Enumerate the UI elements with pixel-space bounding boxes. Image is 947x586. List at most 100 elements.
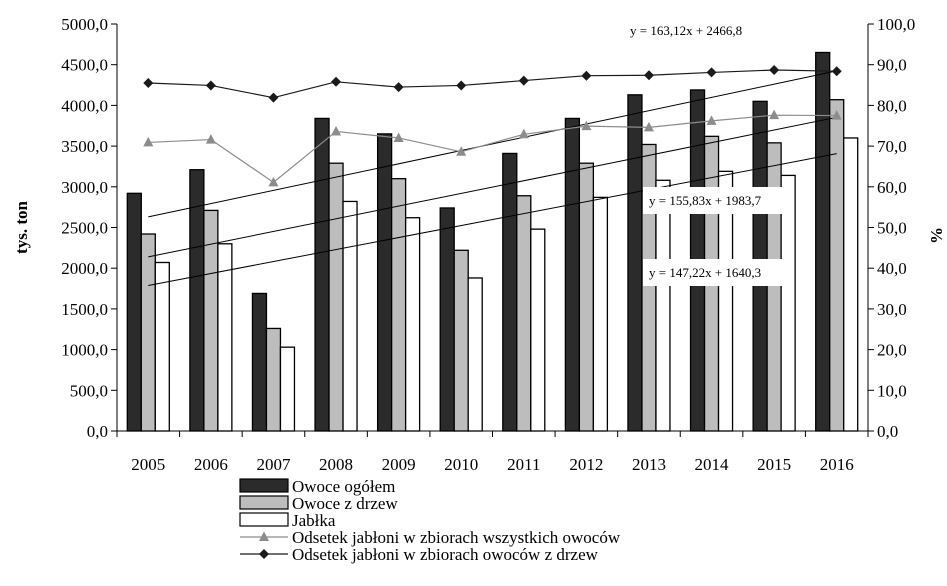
bar-3-2012 [592,196,609,432]
legend-label-4: Odsetek jabłoni w zbiorach wszystkich ow… [292,528,621,547]
y2-tick-label-3: 30,0 [877,300,907,319]
legend-marker-4 [259,531,269,541]
trendline-equation-1: y = 163,12x + 2466,8 [630,23,742,38]
legend-swatch-3 [239,512,289,527]
bar-2-2011 [516,195,532,432]
y2-axis-title: % [927,227,946,244]
y2-tick-label-0: 0,0 [877,422,898,441]
trendline-equation-2: y = 155,83x + 1983,7 [649,193,762,208]
trendline-1 [148,70,837,218]
legend-label-3: Jabłka [292,511,336,530]
y2-tick-label-10: 100,0 [877,15,915,34]
bar-1-2016 [815,51,831,432]
line-2-marker-2011 [518,75,529,86]
y-tick-label-7: 3500,0 [61,137,108,156]
line-1-marker-2005 [143,136,154,147]
x-tick-label-2007: 2007 [256,455,291,474]
x-tick-label-2016: 2016 [820,455,854,474]
legend-label-2: Owoce z drzew [292,494,398,513]
bar-3-2011 [530,228,546,432]
legend-marker-5 [259,549,269,559]
x-tick-label-2008: 2008 [319,455,353,474]
bar-1-2005 [126,192,142,432]
line-1-marker-2015 [769,109,780,120]
line-2-marker-2016 [831,66,842,77]
line-1-marker-2012 [581,120,592,131]
y-tick-label-4: 2000,0 [61,259,108,278]
equation-box-3 [643,259,791,286]
y-tick-label-9: 4500,0 [61,56,108,75]
bar-2-2016 [829,99,845,432]
line-2-marker-2012 [581,70,592,81]
line-1-marker-2016 [831,110,842,120]
line-1-marker-2008 [331,125,342,136]
bar-3-2013 [655,179,671,432]
percent-lines-layer [143,64,842,187]
bar-3-2007 [279,346,296,432]
line-1-marker-2010 [456,146,467,156]
bar-3-2009 [404,217,421,432]
x-tick-label-2014: 2014 [695,455,730,474]
line-1-marker-2009 [393,132,404,142]
line-2-marker-2010 [456,80,467,91]
y-tick-label-8: 4000,0 [61,96,108,115]
line-1-marker-2007 [268,176,279,187]
line-2-marker-2009 [393,82,404,93]
bar-1-2009 [376,133,393,432]
y-tick-label-5: 2500,0 [61,219,108,238]
bar-2-2015 [766,142,782,432]
line-2-marker-2007 [268,92,279,103]
bar-1-2006 [189,169,205,432]
y2-tick-label-9: 90,0 [877,56,907,75]
y2-tick-label-4: 40,0 [877,259,907,278]
y-tick-label-6: 3000,0 [61,178,108,197]
x-tick-label-2009: 2009 [382,455,416,474]
x-tick-label-2015: 2015 [757,455,791,474]
y2-tick-label-7: 70,0 [877,137,907,156]
legend-swatch-2 [239,495,289,510]
y-tick-label-0: 0,0 [87,422,108,441]
y2-tick-label-5: 50,0 [877,219,907,238]
trendlines-layer [148,70,837,286]
y2-tick-label-1: 10,0 [877,381,907,400]
line-1-marker-2013 [643,121,654,132]
bar-1-2011 [502,152,518,432]
bar-3-2010 [467,277,483,432]
y-tick-label-2: 1000,0 [61,341,108,360]
line-2-marker-2014 [706,67,717,78]
trendline-equation-3: y = 147,22x + 1640,3 [649,265,761,280]
x-tick-label-2006: 2006 [194,455,228,474]
bar-2-2008 [328,162,344,432]
line-series-2 [148,69,837,99]
equation-box-2 [643,187,791,214]
x-tick-label-2013: 2013 [632,455,666,474]
line-2-marker-2005 [143,78,154,89]
bar-3-2005 [154,261,170,432]
line-2-marker-2006 [205,80,216,91]
x-tick-label-2005: 2005 [131,455,165,474]
bar-2-2010 [453,249,469,432]
y-axis-title: tys. ton [12,201,31,254]
y-tick-label-3: 1500,0 [61,300,108,319]
bar-1-2012 [564,117,581,432]
x-tick-label-2011: 2011 [507,455,540,474]
equation-labels-layer: y = 163,12x + 2466,8 y = 155,83x + 1983,7… [630,23,791,286]
x-tick-label-2012: 2012 [569,455,603,474]
trendline-2 [148,116,837,258]
bar-3-2016 [843,137,859,432]
y-tick-label-1: 500,0 [70,381,108,400]
legend-label-5: Odsetek jabłoni w zbiorach owoców z drze… [292,545,599,564]
line-1-marker-2011 [518,128,529,139]
legend-swatch-1 [239,478,289,493]
bar-2-2005 [140,233,156,432]
bar-2-2009 [390,178,407,432]
y-tick-label-10: 5000,0 [61,15,108,34]
axes-layer: 0,0 500,0 1000,0 1500,0 2000,0 2500,0 3000,0 35… [12,15,946,474]
legend-label-1: Owoce ogółem [292,477,395,496]
bar-2-2007 [265,327,282,432]
line-2-marker-2015 [769,64,780,75]
line-2-marker-2008 [331,76,342,87]
